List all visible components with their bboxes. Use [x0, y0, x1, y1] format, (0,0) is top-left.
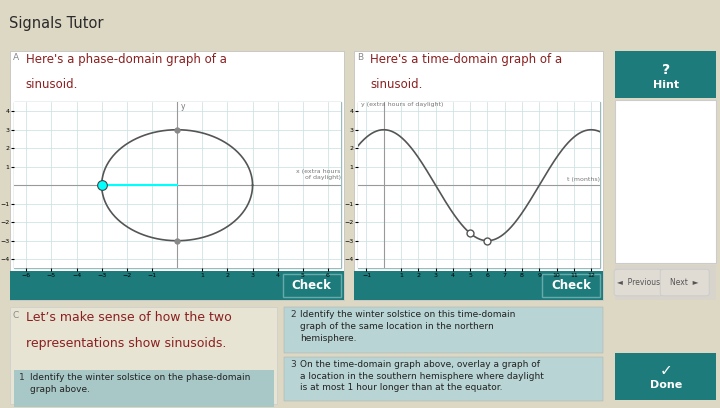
FancyBboxPatch shape [354, 271, 603, 300]
Text: Next  ►: Next ► [670, 278, 699, 287]
Text: Identify the winter solstice on the phase-domain
graph above.: Identify the winter solstice on the phas… [30, 373, 251, 394]
Text: Check: Check [551, 279, 591, 292]
Text: ✓: ✓ [660, 363, 672, 378]
Text: Identify the winter solstice on this time-domain
graph of the same location in t: Identify the winter solstice on this tim… [300, 310, 516, 343]
Text: representations show sinusoids.: representations show sinusoids. [26, 337, 226, 350]
Text: Here's a phase-domain graph of a: Here's a phase-domain graph of a [26, 53, 227, 66]
Text: ◄  Previous: ◄ Previous [617, 278, 660, 287]
FancyBboxPatch shape [615, 353, 716, 400]
FancyBboxPatch shape [354, 51, 603, 300]
FancyBboxPatch shape [14, 370, 274, 407]
Text: Let’s make sense of how the two: Let’s make sense of how the two [26, 311, 232, 324]
Text: 1: 1 [19, 373, 24, 382]
Text: 3: 3 [290, 360, 296, 369]
FancyBboxPatch shape [660, 269, 709, 296]
Text: Hint: Hint [652, 80, 679, 90]
Text: A: A [13, 53, 19, 62]
Text: y (extra hours of daylight): y (extra hours of daylight) [361, 102, 444, 107]
FancyBboxPatch shape [614, 269, 663, 296]
FancyBboxPatch shape [284, 307, 603, 353]
FancyBboxPatch shape [10, 307, 277, 404]
Text: C: C [13, 311, 19, 320]
Text: 2: 2 [290, 310, 296, 319]
FancyBboxPatch shape [284, 357, 603, 401]
Text: x (extra hours
of daylight): x (extra hours of daylight) [296, 169, 341, 180]
Text: Here's a time-domain graph of a: Here's a time-domain graph of a [370, 53, 562, 66]
Text: B: B [357, 53, 364, 62]
Text: Signals Tutor: Signals Tutor [9, 16, 103, 31]
Text: Done: Done [649, 380, 682, 390]
FancyBboxPatch shape [10, 271, 344, 300]
FancyBboxPatch shape [615, 51, 716, 98]
Text: t (months): t (months) [567, 177, 600, 182]
Text: sinusoid.: sinusoid. [370, 78, 423, 91]
Text: On the time-domain graph above, overlay a graph of
a location in the southern he: On the time-domain graph above, overlay … [300, 360, 544, 392]
Text: Check: Check [292, 279, 332, 292]
FancyBboxPatch shape [615, 100, 716, 263]
Text: sinusoid.: sinusoid. [26, 78, 78, 91]
FancyBboxPatch shape [358, 102, 600, 268]
Text: ?: ? [662, 63, 670, 78]
Text: y: y [181, 102, 185, 111]
FancyBboxPatch shape [14, 102, 341, 268]
FancyBboxPatch shape [615, 265, 716, 300]
FancyBboxPatch shape [10, 51, 344, 300]
